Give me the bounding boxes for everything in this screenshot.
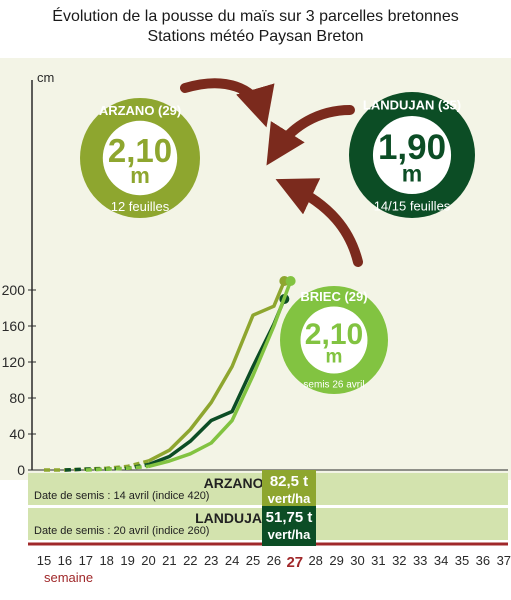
bubble-unit: m [402,160,422,186]
y-tick-label: 0 [17,462,25,478]
bubble-value: 2,10 [108,132,172,169]
y-tick-label: 200 [2,282,26,298]
bubble-note: semis 26 avril [303,380,364,391]
x-tick-label: 35 [455,553,469,568]
x-tick-label: 24 [225,553,239,568]
bubble-inner [372,115,452,195]
yield-value-arzano: 82,5 t [269,473,309,490]
y-axis-unit: cm [37,70,54,85]
x-tick-label: 36 [476,553,490,568]
x-tick-label: 23 [204,553,218,568]
x-tick-label: 32 [392,553,406,568]
yield-unit-landujan: vert/ha [267,527,311,542]
x-axis-label: semaine [44,570,93,585]
bubble-value: 2,10 [305,318,363,351]
series-line-early [85,464,149,472]
callout-arrow [275,178,363,267]
bubble-name: ARZANO (29) [99,103,181,118]
x-tick-label: 16 [58,553,72,568]
bubble-unit: m [130,163,150,188]
sowing-date-arzano: Date de semis : 14 avril (indice 420) [34,490,210,502]
bubble-inner [102,120,178,196]
x-tick-label: 37 [497,553,511,568]
yield-name-landujan: LANDUJAN (35) [195,510,301,526]
x-tick-label: 20 [141,553,155,568]
callout-arrow [266,105,355,166]
x-tick-label: 19 [120,553,134,568]
x-tick-label: 34 [434,553,448,568]
series-line [148,280,293,469]
yield-value-landujan: 51,75 t [265,509,313,526]
yield-box-landujan: 51,75 t vert/ha [262,506,316,546]
x-tick-label: 29 [329,553,343,568]
series-end-point [285,276,296,286]
callout-bubble: ARZANO (29) 2,10m 12 feuilles [80,98,200,218]
bubble-value: 1,90 [378,128,446,167]
x-tick-label: 33 [413,553,427,568]
y-tick-label: 120 [2,354,26,370]
callout-bubble: BRIEC (29) 2,10m semis 26 avril [280,286,388,394]
chart-title: Évolution de la pousse du maïs sur 3 par… [52,8,459,25]
x-tick-label: 21 [162,553,176,568]
x-tick-label: 25 [246,553,260,568]
bubble-inner [300,306,368,374]
x-tick-label: 17 [79,553,93,568]
x-tick-label: 27 [286,554,303,571]
x-tick-label: 26 [267,553,281,568]
y-tick-label: 160 [2,318,26,334]
bubble-name: LANDUJAN (35) [363,98,461,113]
x-tick-label: 22 [183,553,197,568]
x-tick-label: 28 [308,553,322,568]
x-tick-label: 18 [99,553,113,568]
sowing-date-landujan: Date de semis : 20 avril (indice 260) [34,525,210,537]
yield-name-arzano: ARZANO (29) [203,475,293,491]
callout-arrow [180,78,275,128]
x-tick-label: 31 [371,553,385,568]
x-tick-label: 30 [350,553,364,568]
callout-bubble: LANDUJAN (35) 1,90m 14/15 feuilles [349,92,475,218]
bubble-note: 12 feuilles [111,199,170,214]
bubble-unit: m [326,347,343,368]
x-tick-label: 15 [37,553,51,568]
y-tick-label: 80 [9,390,25,406]
y-tick-label: 40 [9,426,25,442]
yield-box-arzano: 82,5 t vert/ha [262,470,316,510]
bubble-note: 14/15 feuilles [374,198,451,213]
series-line [147,280,286,463]
bubble-name: BRIEC (29) [300,289,367,304]
chart-subtitle: Stations météo Paysan Breton [147,28,364,45]
yield-unit-arzano: vert/ha [267,491,311,506]
